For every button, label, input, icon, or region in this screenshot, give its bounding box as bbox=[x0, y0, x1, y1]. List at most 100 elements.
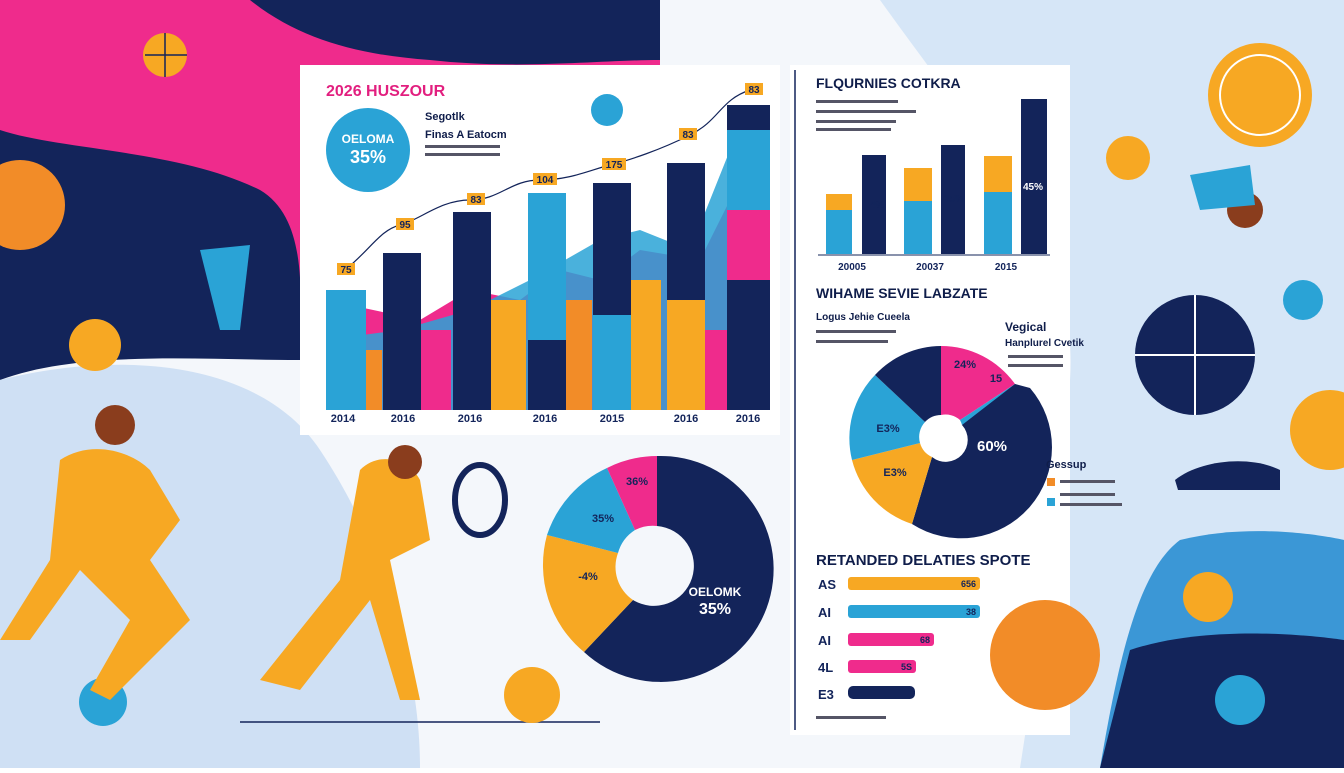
pie-label: E3% bbox=[883, 467, 906, 479]
shape bbox=[1175, 461, 1280, 490]
x-label: 2016 bbox=[391, 413, 415, 425]
shape bbox=[584, 455, 774, 682]
shape bbox=[862, 155, 886, 254]
pie-label: 60% bbox=[977, 438, 1007, 455]
group: 2014 2016 2016 2016 2015 2016 2016 bbox=[331, 413, 760, 425]
shape bbox=[95, 405, 135, 445]
shape bbox=[383, 253, 421, 410]
legend-item: Finas A Eatocm bbox=[425, 129, 507, 141]
row-value: 656 bbox=[961, 579, 976, 589]
left-chart: 2026 HUSZOUR OELOMA 35% Segotlk Finas A … bbox=[326, 83, 770, 425]
shape bbox=[326, 108, 410, 192]
donut-center-value: 35% bbox=[699, 601, 731, 618]
shape bbox=[941, 346, 1015, 420]
shape bbox=[984, 156, 1012, 192]
row-value: 5S bbox=[901, 662, 912, 672]
annotation: 95 bbox=[399, 220, 411, 231]
shape bbox=[941, 145, 965, 254]
shape bbox=[467, 193, 485, 205]
shape bbox=[667, 300, 705, 410]
shape bbox=[593, 315, 631, 410]
value-label: 45% bbox=[1023, 182, 1043, 193]
row-label: AS bbox=[818, 577, 836, 592]
shape bbox=[200, 245, 250, 330]
shape bbox=[566, 300, 592, 410]
shape bbox=[816, 100, 898, 103]
shape bbox=[816, 340, 888, 343]
shape bbox=[1047, 478, 1055, 486]
shape bbox=[591, 94, 623, 126]
shape bbox=[745, 83, 763, 95]
shape bbox=[912, 384, 1052, 539]
shape bbox=[631, 280, 661, 410]
annotation: 83 bbox=[470, 195, 482, 206]
shape bbox=[453, 212, 491, 410]
shape bbox=[425, 153, 500, 156]
shape bbox=[1283, 280, 1323, 320]
shape bbox=[826, 194, 852, 210]
donut-label: 35% bbox=[592, 513, 614, 525]
value-label: 35% bbox=[944, 194, 964, 205]
chart-title: WIHAME SEVIE LABZATE bbox=[816, 285, 988, 301]
pie: WIHAME SEVIE LABZATE Logus Jehie Cueela … bbox=[816, 285, 1122, 539]
donut-label: 36% bbox=[626, 476, 648, 488]
shape bbox=[260, 459, 430, 700]
shape bbox=[1190, 165, 1255, 210]
x-label: 20037 bbox=[916, 262, 944, 273]
subtitle: Logus Jehie Cueela bbox=[816, 312, 910, 323]
shape bbox=[679, 128, 697, 140]
x-label: 2016 bbox=[674, 413, 698, 425]
annotation: 83 bbox=[682, 130, 694, 141]
shape bbox=[528, 340, 566, 410]
shape bbox=[816, 120, 896, 123]
donut-label: -4% bbox=[578, 571, 598, 583]
shape bbox=[1135, 295, 1255, 415]
shape bbox=[852, 443, 932, 524]
group: 656 38 68 5S bbox=[901, 579, 976, 672]
shape bbox=[849, 375, 925, 460]
shape bbox=[1060, 480, 1115, 483]
annotation: 83 bbox=[748, 85, 760, 96]
side-title: Vegical bbox=[1005, 320, 1046, 334]
shape bbox=[250, 0, 660, 65]
shape bbox=[848, 633, 934, 646]
badge-value: 35% bbox=[350, 147, 386, 167]
annotation: 75 bbox=[340, 265, 352, 276]
shape bbox=[816, 716, 886, 719]
bar-list: RETANDED DELATIES SPOTE AS AI AI 4L E3 6… bbox=[816, 552, 1030, 719]
shape bbox=[607, 456, 657, 530]
shape bbox=[727, 130, 770, 210]
group: 75 95 83 104 175 83 83 bbox=[337, 83, 763, 276]
row-label: E3 bbox=[818, 687, 834, 702]
value-label: 4% bbox=[870, 200, 885, 211]
shape bbox=[848, 605, 980, 618]
pie-label: E3% bbox=[876, 423, 899, 435]
shape bbox=[1008, 355, 1063, 358]
shape bbox=[875, 346, 941, 422]
shape bbox=[727, 210, 770, 280]
side-subtitle: Hanplurel Cvetik bbox=[1005, 338, 1084, 349]
chart-title: RETANDED DELATIES SPOTE bbox=[816, 552, 1030, 569]
shape bbox=[848, 660, 916, 673]
row-label: 4L bbox=[818, 660, 833, 675]
shape bbox=[1047, 498, 1055, 506]
shape bbox=[396, 218, 414, 230]
top-right-chart: FLQURNIES COTKRA 4% 35% 45% 20005 20037 … bbox=[816, 75, 1050, 273]
decorations bbox=[0, 33, 1344, 726]
shape bbox=[1008, 364, 1063, 367]
shape bbox=[69, 319, 121, 371]
shape bbox=[990, 600, 1100, 710]
group: 24% 15 E3% E3% 60% bbox=[876, 359, 1007, 479]
x-label: 2015 bbox=[995, 262, 1018, 273]
shape bbox=[816, 128, 891, 131]
chart-title: 2026 HUSZOUR bbox=[326, 83, 446, 100]
pie-label: 15 bbox=[990, 373, 1002, 385]
shape bbox=[816, 110, 916, 113]
shape bbox=[848, 577, 980, 590]
chart-title: FLQURNIES COTKRA bbox=[816, 75, 961, 91]
shape bbox=[1060, 503, 1122, 506]
x-label: 2014 bbox=[331, 413, 356, 425]
row-label: AI bbox=[818, 605, 831, 620]
